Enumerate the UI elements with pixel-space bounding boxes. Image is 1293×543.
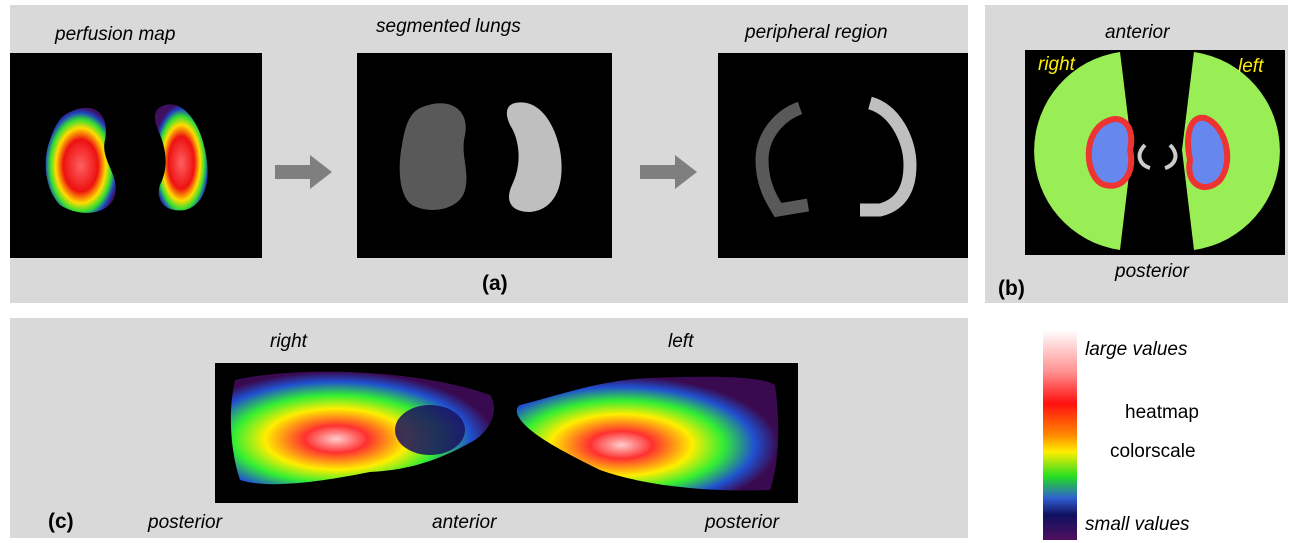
low-region [395,405,465,455]
colorscale-bar [1043,330,1077,540]
right-lung-segment [399,103,467,210]
arrow [640,155,697,189]
segmented-image [357,53,612,258]
step-label: perfusion map [54,24,175,45]
side-label: left [1238,56,1264,77]
scale-label: large values [1085,339,1188,360]
arrow [275,155,332,189]
right-sector [1034,52,1132,250]
scale-label: colorscale [1110,441,1196,462]
panel-label: (b) [998,277,1025,300]
direction-label: posterior [1114,261,1190,282]
scale-label: heatmap [1125,402,1199,423]
panel-label: (c) [48,510,74,533]
side-label: left [668,331,694,352]
lung-blob [154,104,208,211]
left-periphery [860,96,917,217]
left-map [516,376,779,491]
direction-label: posterior [147,512,223,533]
left-sector [1182,52,1280,250]
side-label: right [270,331,308,352]
right-inner [1085,116,1135,189]
step-label: peripheral region [744,22,888,43]
right-periphery [755,101,810,218]
side-label: right [1038,54,1076,75]
scale-label: small values [1085,514,1190,535]
left-lung-segment [506,102,562,212]
panel-label: (a) [482,272,508,295]
left-inner [1185,114,1231,191]
peripheral-image [718,53,968,258]
rotation-arrows [1137,143,1178,170]
direction-label: posterior [704,512,780,533]
direction-label: anterior [1105,22,1170,43]
right-map [230,371,495,485]
direction-label: anterior [432,512,497,533]
lung-blob [45,107,116,213]
step-label: segmented lungs [376,16,521,37]
